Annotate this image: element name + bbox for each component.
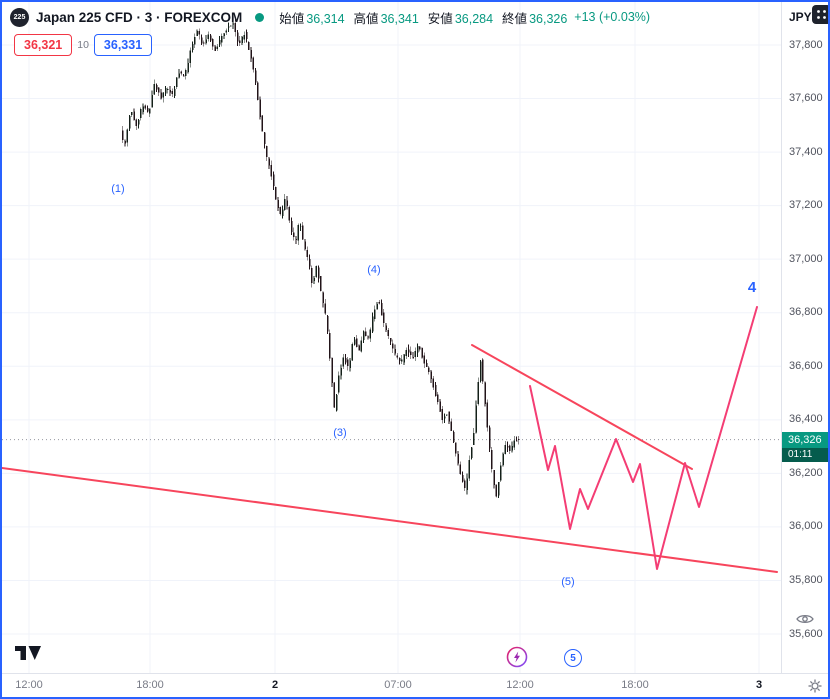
wave-label[interactable]: 4 — [748, 279, 757, 296]
price-tick-label: 36,800 — [789, 306, 823, 319]
bar-countdown: 01:11 — [782, 448, 828, 462]
apps-grid-icon[interactable] — [811, 5, 828, 29]
wave-label[interactable]: (3) — [333, 427, 346, 439]
time-tick-label: 18:00 — [136, 679, 164, 691]
price-tick-label: 36,000 — [789, 520, 823, 533]
currency-label[interactable]: JPY — [789, 10, 812, 24]
sell-button[interactable]: 36,321 — [14, 34, 73, 56]
price-axis[interactable]: JPY 37,800 37,600 37,400 37,200 37,000 36,800… — [781, 2, 828, 673]
time-tick-label: 07:00 — [384, 679, 412, 691]
candles-layer — [122, 18, 520, 498]
time-tick-label: 12:00 — [15, 679, 43, 691]
price-change: +13 (+0.03%) — [574, 10, 651, 24]
time-tick-label: 12:00 — [506, 679, 534, 691]
price-tick-label: 37,000 — [789, 252, 823, 265]
wave-degree-badge[interactable]: 5 — [564, 649, 582, 667]
price-tick-label: 37,600 — [789, 92, 823, 105]
last-price-tag: 36,326 01:11 — [782, 432, 828, 462]
market-status-icon — [255, 12, 265, 22]
buy-button[interactable]: 36,331 — [93, 34, 153, 56]
price-tick-label: 37,400 — [789, 145, 823, 158]
drawings-layer[interactable]: (1) (4) (3) (5) 4 — [2, 183, 778, 588]
price-axis-header: JPY — [782, 5, 828, 29]
ohlc-item: 終値 36,326 — [502, 11, 568, 26]
spread-value: 10 — [77, 39, 89, 51]
price-tick-label: 36,200 — [789, 466, 823, 479]
ohlc-item: 始値 36,314 — [279, 11, 345, 26]
trade-panel: 36,321 10 36,331 — [14, 34, 153, 56]
price-tick-label: 35,600 — [789, 627, 823, 640]
magic-wand-icon[interactable] — [506, 646, 528, 673]
wave-label[interactable]: (5) — [561, 576, 574, 588]
chart-pane[interactable]: (1) (4) (3) (5) 4 — [2, 2, 781, 673]
wave-degree-number: 5 — [570, 652, 576, 664]
ohlc-item: 高値 36,341 — [353, 11, 419, 26]
price-tick-label: 35,800 — [789, 573, 823, 586]
last-price-value: 36,326 — [782, 432, 828, 448]
wave-label[interactable]: (1) — [111, 183, 124, 195]
gear-icon[interactable] — [808, 679, 822, 697]
ohlc-values: 始値 36,314 高値 36,341 安値 36,284 終値 36,326 — [279, 8, 567, 27]
trendline-upper[interactable] — [471, 344, 693, 470]
price-tick-label: 36,600 — [789, 359, 823, 372]
time-tick-label: 2 — [271, 679, 279, 691]
time-axis[interactable]: 12:00 18:00 2 07:00 12:00 18:00 3 — [2, 673, 828, 697]
ohlc-item: 安値 36,284 — [427, 11, 494, 26]
projection-zigzag[interactable] — [529, 306, 758, 570]
eye-icon[interactable] — [796, 612, 814, 630]
price-tick-label: 36,400 — [789, 413, 823, 426]
time-tick-label: 18:00 — [621, 679, 649, 691]
symbol-logo-icon[interactable]: 225 — [10, 7, 29, 27]
time-tick-label: 3 — [755, 679, 763, 691]
trendline-support[interactable] — [2, 467, 778, 573]
symbol-title[interactable]: Japan 225 CFD · 3 · FOREXCOM — [36, 9, 243, 25]
price-tick-label: 37,200 — [789, 199, 823, 212]
symbol-header: 225 Japan 225 CFD · 3 · FOREXCOM 始値 36,31… — [10, 6, 650, 28]
grid-layer — [2, 2, 781, 673]
price-tick-label: 37,800 — [789, 38, 823, 51]
tradingview-logo[interactable] — [14, 643, 44, 666]
wave-label[interactable]: (4) — [367, 264, 380, 276]
